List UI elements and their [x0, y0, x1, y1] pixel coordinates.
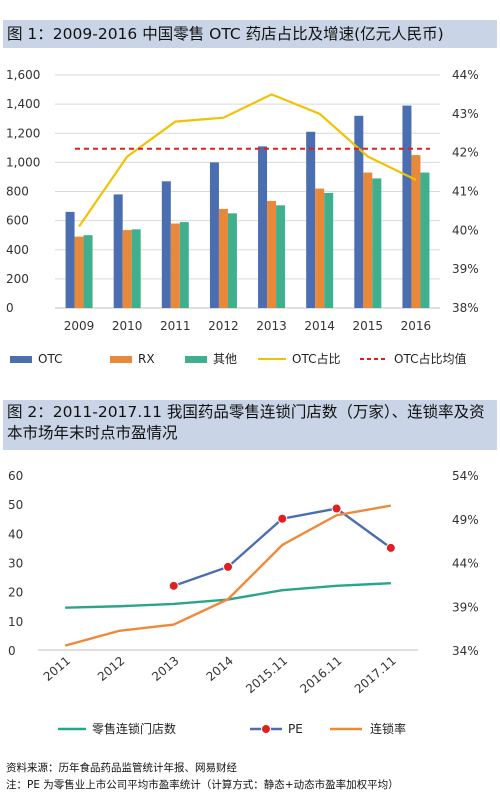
point-PE [223, 561, 233, 572]
y-tick-label: 800 [6, 185, 29, 199]
y2-tick-label: 40% [452, 223, 479, 237]
bar-RX [170, 223, 180, 308]
bar-OTC [161, 181, 171, 308]
legend-label: 其他 [213, 352, 237, 366]
point-PE [331, 503, 342, 514]
bar-OTC [306, 131, 316, 308]
line-OTC占比 [78, 93, 417, 228]
y-tick-label: 40 [8, 527, 23, 541]
legend-swatch [185, 356, 207, 363]
bar-其他 [227, 213, 237, 308]
y2-tick-label: 39% [452, 262, 479, 276]
bar-其他 [179, 222, 189, 308]
bar-OTC [402, 105, 412, 308]
x-tick-label: 2015.11 [243, 654, 290, 697]
bar-其他 [324, 192, 334, 308]
x-tick-label: 2014 [204, 654, 236, 684]
legend-label: 连锁率 [370, 721, 406, 736]
bar-RX [411, 155, 421, 308]
notes: 资料来源：历年食品药品监管统计年报、网易财经 注：PE 为零售业上市公司平均市盈… [6, 760, 399, 794]
y-tick-label: 1,000 [6, 155, 40, 169]
y2-tick-label: 42% [452, 146, 479, 160]
x-tick-label: 2016.11 [297, 654, 344, 697]
y-tick-label: 0 [6, 301, 14, 315]
legend-swatch [110, 356, 132, 363]
y-tick-label: 30 [8, 557, 23, 571]
bar-RX [363, 172, 373, 308]
x-tick-label: 2015 [353, 319, 384, 333]
legend-label: OTC占比均值 [394, 351, 466, 366]
x-tick-label: 2014 [304, 319, 335, 333]
y2-tick-label: 49% [452, 513, 479, 527]
point-PE [277, 513, 288, 524]
y2-tick-label: 44% [452, 557, 479, 571]
x-tick-label: 2010 [112, 319, 143, 333]
x-tick-label: 2013 [149, 654, 181, 684]
source-note: 资料来源：历年食品药品监管统计年报、网易财经 [6, 762, 237, 774]
bar-OTC [65, 211, 75, 308]
y-tick-label: 60 [8, 469, 23, 483]
legend-marker [261, 724, 271, 734]
y-tick-label: 50 [8, 498, 23, 512]
x-tick-label: 2011 [160, 319, 191, 333]
chart1-svg: 0 200 400 600 800 1,000 1,200 1,400 1,600 38% 39% 4… [6, 68, 479, 366]
x-tick-label: 2012 [208, 319, 239, 333]
legend-label: RX [138, 352, 155, 366]
y-tick-label: 10 [8, 615, 23, 629]
y2-tick-label: 41% [452, 185, 479, 199]
bar-其他 [372, 178, 382, 308]
y2-tick-label: 54% [452, 469, 479, 483]
y-tick-label: 1,600 [6, 68, 40, 82]
bar-RX [315, 188, 325, 308]
bar-RX [74, 236, 84, 308]
y-tick-label: 20 [8, 586, 23, 600]
point-PE [385, 542, 396, 553]
bar-OTC [113, 194, 123, 308]
x-tick-label: 2009 [64, 319, 95, 333]
y-tick-label: 400 [6, 243, 29, 257]
line-零售连锁门店数 [65, 582, 391, 609]
bar-OTC [209, 162, 219, 308]
y2-tick-label: 43% [452, 107, 479, 121]
bar-其他 [276, 205, 286, 308]
x-tick-label: 2016 [401, 319, 432, 333]
chart1-title: 图 1：2009-2016 中国零售 OTC 药店占比及增速(亿元人民币) [3, 20, 497, 48]
legend-swatch [10, 356, 32, 363]
y2-tick-label: 34% [452, 644, 479, 658]
y-tick-label: 0 [8, 644, 16, 658]
y2-tick-label: 44% [452, 68, 479, 82]
bar-OTC [258, 146, 268, 308]
x-tick-label: 2017.11 [352, 654, 399, 697]
chart2-title: 图 2：2011-2017.11 我国药品零售连锁门店数（万家）、连锁率及资本市… [3, 400, 497, 450]
bar-RX [267, 200, 277, 308]
y-tick-label: 1,200 [6, 126, 40, 140]
bar-OTC [354, 115, 364, 309]
bar-RX [218, 208, 228, 308]
line-连锁率 [64, 504, 392, 647]
bar-其他 [131, 229, 141, 308]
y-tick-label: 1,400 [6, 97, 40, 111]
bar-RX [122, 230, 132, 308]
legend-label: OTC [38, 352, 62, 366]
legend-label: 零售连锁门店数 [92, 721, 176, 736]
x-tick-label: 2012 [95, 654, 127, 684]
x-tick-label: 2011 [41, 654, 73, 684]
x-tick-label: 2013 [256, 319, 287, 333]
y-tick-label: 200 [6, 272, 29, 286]
y2-tick-label: 38% [452, 301, 479, 315]
y-tick-label: 600 [6, 214, 29, 228]
legend-label: PE [288, 722, 303, 736]
legend-label: OTC占比 [292, 351, 340, 366]
bar-其他 [83, 235, 93, 308]
point-PE [168, 580, 179, 591]
y2-tick-label: 39% [452, 600, 479, 614]
bar-其他 [420, 172, 430, 308]
pe-note: 注：PE 为零售业上市公司平均市盈率统计（计算方式：静态+动态市盈率加权平均） [6, 779, 399, 791]
chart2-svg: 0 10 20 30 40 50 60 34% 39% 44% 49% 54% 2011 2012 2013… [8, 469, 479, 736]
